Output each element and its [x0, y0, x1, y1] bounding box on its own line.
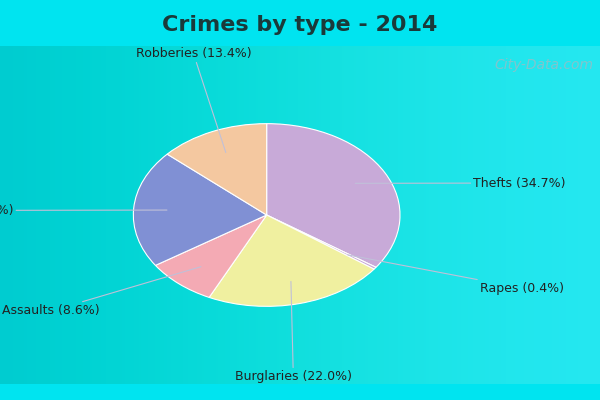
Text: Assaults (8.6%): Assaults (8.6%) [2, 267, 201, 318]
Text: Thefts (34.7%): Thefts (34.7%) [355, 176, 566, 190]
Text: Rapes (0.4%): Rapes (0.4%) [348, 255, 564, 294]
Wedge shape [209, 215, 374, 306]
Text: Auto thefts (20.9%): Auto thefts (20.9%) [0, 204, 167, 217]
Text: City-Data.com: City-Data.com [494, 58, 593, 72]
Text: Crimes by type - 2014: Crimes by type - 2014 [163, 15, 437, 35]
Text: Robberies (13.4%): Robberies (13.4%) [136, 47, 251, 152]
Wedge shape [133, 154, 266, 265]
Wedge shape [266, 215, 376, 269]
Wedge shape [167, 124, 266, 215]
Wedge shape [266, 124, 400, 267]
Text: Burglaries (22.0%): Burglaries (22.0%) [235, 282, 352, 383]
Wedge shape [155, 215, 266, 298]
